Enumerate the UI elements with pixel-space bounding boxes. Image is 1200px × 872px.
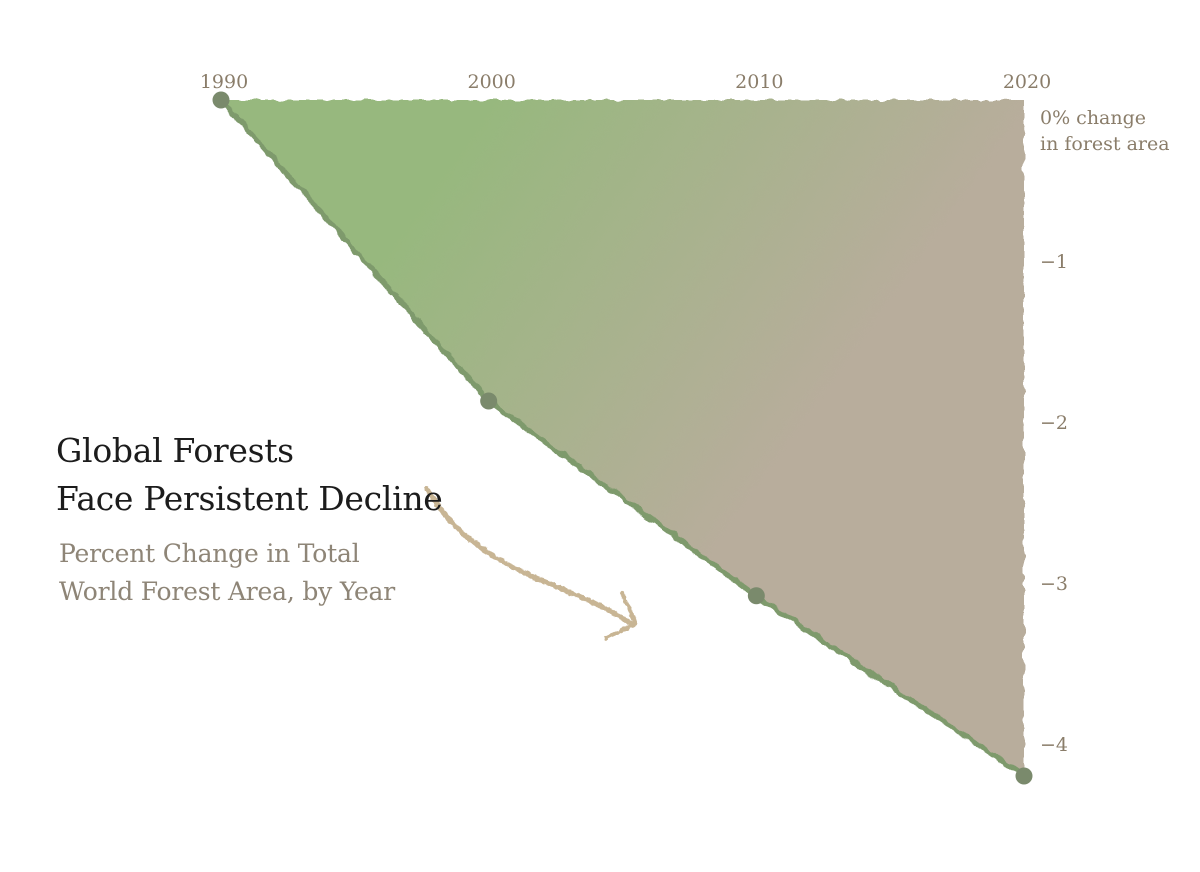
data-points	[212, 91, 1033, 785]
y-zero-label-line-1: 0% change	[1040, 107, 1146, 129]
data-point-2000	[480, 392, 498, 410]
data-point-2020	[1015, 767, 1033, 785]
arrow-shaft	[424, 486, 635, 627]
chart-subtitle-line-2: World Forest Area, by Year	[59, 577, 395, 606]
chart-subtitle-line-1: Percent Change in Total	[59, 539, 360, 568]
y-axis-ticks: −1 −2 −3 −4	[1040, 251, 1068, 756]
x-axis-ticks: 1990 2000 2010 2020	[200, 71, 1051, 93]
y-tick-label-3: −3	[1040, 573, 1068, 595]
y-tick-label-4: −4	[1040, 734, 1068, 756]
x-tick-label-1990: 1990	[200, 71, 248, 93]
x-tick-label-2000: 2000	[467, 71, 515, 93]
data-point-1990	[212, 91, 230, 109]
y-zero-label-line-2: in forest area	[1040, 133, 1170, 155]
y-tick-label-2: −2	[1040, 412, 1068, 434]
x-tick-label-2020: 2020	[1003, 71, 1051, 93]
y-tick-label-1: −1	[1040, 251, 1068, 273]
arrow-head	[604, 591, 638, 640]
forest-change-line	[218, 97, 1027, 779]
chart-title-line-1: Global Forests	[56, 431, 294, 470]
x-tick-label-2010: 2010	[735, 71, 783, 93]
annotation-arrow	[424, 486, 638, 640]
forest-area-fill	[221, 100, 1024, 776]
chart-title-line-2: Face Persistent Decline	[56, 479, 443, 518]
data-point-2010	[747, 587, 765, 605]
